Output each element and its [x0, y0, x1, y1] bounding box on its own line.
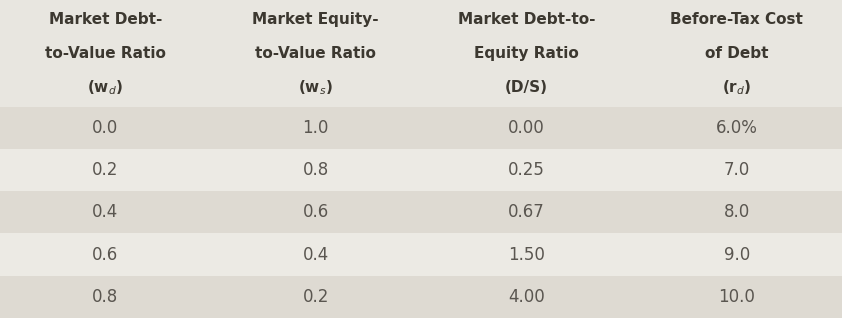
- Text: 1.0: 1.0: [302, 119, 329, 137]
- Text: (r$_d$): (r$_d$): [722, 78, 752, 97]
- Text: Market Debt-: Market Debt-: [49, 12, 162, 27]
- Text: 10.0: 10.0: [718, 288, 755, 306]
- Text: 0.2: 0.2: [92, 161, 119, 179]
- Text: 6.0%: 6.0%: [716, 119, 758, 137]
- Text: 9.0: 9.0: [723, 245, 750, 264]
- Bar: [0, 149, 842, 191]
- Text: to-Value Ratio: to-Value Ratio: [255, 46, 376, 61]
- Bar: [0, 233, 842, 276]
- Text: Market Debt-to-: Market Debt-to-: [457, 12, 595, 27]
- Text: of Debt: of Debt: [705, 46, 769, 61]
- Text: Market Equity-: Market Equity-: [253, 12, 379, 27]
- Text: Before-Tax Cost: Before-Tax Cost: [670, 12, 803, 27]
- Bar: [0, 276, 842, 318]
- Text: Equity Ratio: Equity Ratio: [474, 46, 578, 61]
- Bar: [0, 191, 842, 233]
- Text: 0.6: 0.6: [302, 203, 329, 221]
- Text: (w$_s$): (w$_s$): [298, 78, 333, 97]
- Text: 4.00: 4.00: [508, 288, 545, 306]
- Text: 0.4: 0.4: [302, 245, 329, 264]
- Text: 0.2: 0.2: [302, 288, 329, 306]
- Text: 0.67: 0.67: [508, 203, 545, 221]
- Text: 0.8: 0.8: [92, 288, 119, 306]
- Text: 0.4: 0.4: [92, 203, 119, 221]
- Text: 7.0: 7.0: [723, 161, 750, 179]
- Text: 0.0: 0.0: [92, 119, 119, 137]
- Text: 0.6: 0.6: [92, 245, 119, 264]
- Text: 0.25: 0.25: [508, 161, 545, 179]
- Text: 0.8: 0.8: [302, 161, 329, 179]
- Text: 0.00: 0.00: [508, 119, 545, 137]
- Text: 1.50: 1.50: [508, 245, 545, 264]
- Text: 8.0: 8.0: [723, 203, 750, 221]
- Bar: [0, 0, 842, 107]
- Text: to-Value Ratio: to-Value Ratio: [45, 46, 166, 61]
- Text: (D/S): (D/S): [504, 80, 548, 95]
- Text: (w$_d$): (w$_d$): [88, 78, 123, 97]
- Bar: [0, 107, 842, 149]
